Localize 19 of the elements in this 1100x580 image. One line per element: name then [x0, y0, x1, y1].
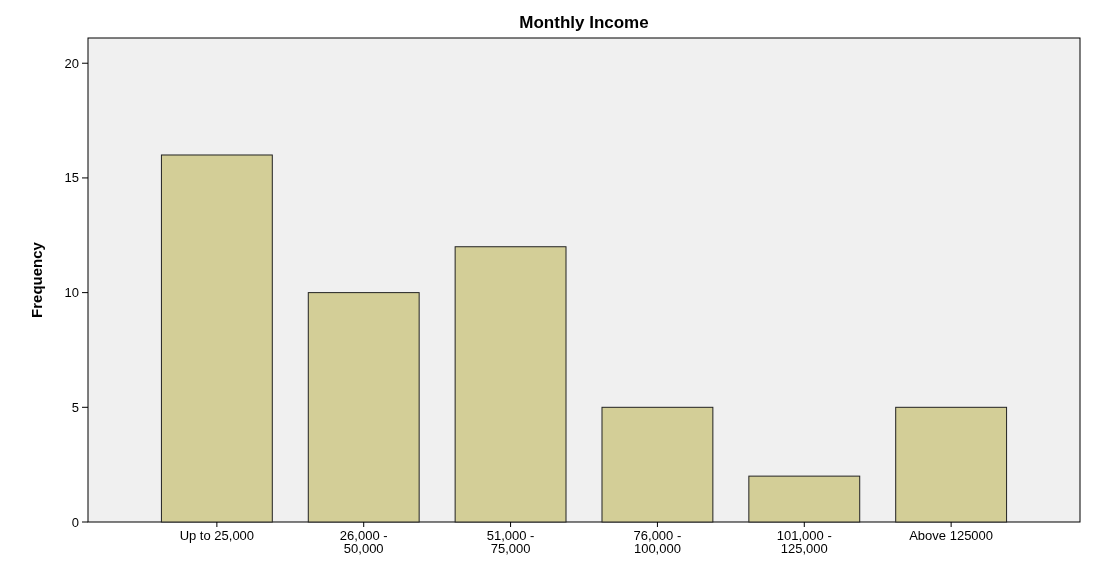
x-tick-label: 76,000 - 100,000 — [633, 528, 682, 556]
x-tick-label: 101,000 - 125,000 — [776, 528, 832, 556]
x-tick-label: Above 125000 — [909, 528, 994, 543]
bar — [748, 475, 861, 523]
bar — [454, 246, 567, 523]
y-tick-label: 5 — [71, 399, 79, 415]
x-tick-label: 26,000 - 50,000 — [339, 528, 388, 556]
bar — [601, 406, 714, 523]
y-tick-label: 10 — [64, 285, 79, 301]
y-tick-label: 0 — [71, 514, 79, 530]
bar — [160, 154, 273, 523]
y-axis-title: Frequency — [28, 241, 45, 318]
chart-title: Monthly Income — [519, 13, 649, 32]
bar — [307, 292, 420, 523]
x-tick-label: 51,000 - 75,000 — [486, 528, 535, 556]
x-tick-label: Up to 25,000 — [179, 528, 255, 543]
y-tick-label: 15 — [64, 170, 79, 186]
y-tick-label: 20 — [64, 55, 79, 71]
bar — [895, 406, 1008, 523]
